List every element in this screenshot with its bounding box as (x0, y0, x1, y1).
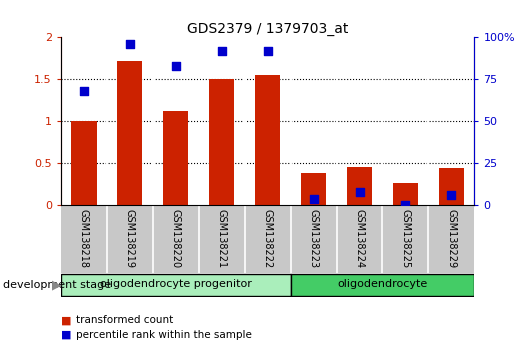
Bar (439, 169, 464, 205)
Text: oligodendrocyte progenitor: oligodendrocyte progenitor (100, 279, 252, 290)
Point (217, 48, 226, 53)
Text: transformed count: transformed count (76, 315, 173, 325)
Bar (255, 75, 280, 205)
Bar (393, 183, 418, 205)
Point (401, 202, 410, 208)
Point (172, 63, 180, 69)
Point (355, 189, 364, 195)
Point (447, 193, 456, 198)
Text: GSM138223: GSM138223 (308, 209, 319, 268)
Bar (71, 121, 96, 205)
Bar (347, 167, 372, 205)
Bar (301, 173, 326, 205)
Text: GSM138220: GSM138220 (171, 209, 181, 268)
Text: GSM138218: GSM138218 (79, 209, 89, 268)
Point (80, 88, 88, 94)
Text: GSM138221: GSM138221 (217, 209, 227, 268)
Bar (209, 79, 234, 205)
Text: percentile rank within the sample: percentile rank within the sample (76, 330, 252, 339)
Bar (61, 274, 290, 296)
Point (126, 41, 134, 47)
Text: GSM138225: GSM138225 (401, 209, 410, 268)
Text: GSM138222: GSM138222 (263, 209, 272, 268)
Text: GSM138229: GSM138229 (446, 209, 456, 268)
Point (263, 48, 272, 53)
Text: GSM138219: GSM138219 (125, 209, 135, 268)
Text: ■: ■ (61, 330, 72, 339)
Text: ■: ■ (61, 315, 72, 325)
Bar (290, 274, 474, 296)
Bar (117, 61, 143, 205)
Text: development stage: development stage (3, 280, 111, 290)
Text: GSM138224: GSM138224 (355, 209, 365, 268)
Text: ▶: ▶ (52, 279, 61, 291)
Point (310, 196, 318, 201)
Bar (163, 111, 189, 205)
Text: oligodendrocyte: oligodendrocyte (338, 279, 428, 290)
Title: GDS2379 / 1379703_at: GDS2379 / 1379703_at (187, 22, 348, 36)
